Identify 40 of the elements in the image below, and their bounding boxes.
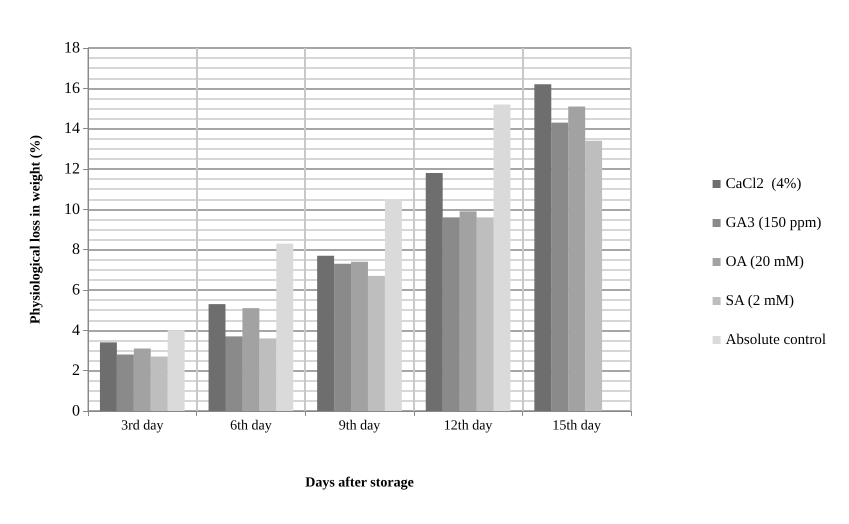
x-tick-label: 6th day bbox=[230, 418, 272, 434]
y-tick-label: 12 bbox=[64, 160, 80, 178]
y-tick-label: 16 bbox=[64, 80, 80, 97]
bar bbox=[460, 211, 477, 411]
bar bbox=[276, 244, 294, 411]
bar bbox=[368, 276, 385, 411]
bar bbox=[568, 106, 586, 411]
bar bbox=[534, 84, 552, 411]
bar bbox=[476, 217, 494, 411]
bar bbox=[317, 256, 334, 411]
bar bbox=[150, 356, 168, 411]
bar bbox=[168, 330, 185, 411]
y-tick-label: 2 bbox=[72, 362, 80, 380]
x-axis-title: Days after storage bbox=[305, 476, 414, 490]
bar bbox=[384, 199, 402, 411]
bar bbox=[242, 308, 260, 411]
legend-label: SA (2 mM) bbox=[726, 293, 794, 309]
y-axis-title: Physiological loss in weight (%) bbox=[28, 134, 44, 324]
x-tick-label: 9th day bbox=[338, 418, 380, 434]
bar bbox=[351, 262, 368, 411]
bar bbox=[426, 173, 443, 411]
y-tick-label: 10 bbox=[64, 200, 80, 218]
legend-label: Absolute control bbox=[726, 332, 826, 348]
y-tick-label: 14 bbox=[64, 120, 80, 138]
y-tick-label: 0 bbox=[72, 402, 80, 420]
legend-label: CaCl2 (4%) bbox=[726, 176, 802, 192]
y-tick-label: 6 bbox=[72, 282, 80, 298]
bar bbox=[494, 104, 510, 411]
y-tick-label: 4 bbox=[72, 322, 80, 339]
x-tick-label: 12th day bbox=[444, 418, 492, 434]
legend-label: OA (20 mM) bbox=[726, 254, 804, 270]
x-tick-label: 3rd day bbox=[121, 418, 164, 434]
bar bbox=[100, 342, 117, 411]
legend-label: GA3 (150 ppm) bbox=[726, 215, 822, 231]
x-tick-label: 15th day bbox=[552, 418, 602, 434]
bar bbox=[134, 348, 151, 411]
y-tick-label: 8 bbox=[72, 241, 80, 258]
bar bbox=[259, 338, 276, 411]
y-tick-label: 18 bbox=[64, 40, 80, 56]
bar bbox=[208, 304, 226, 411]
